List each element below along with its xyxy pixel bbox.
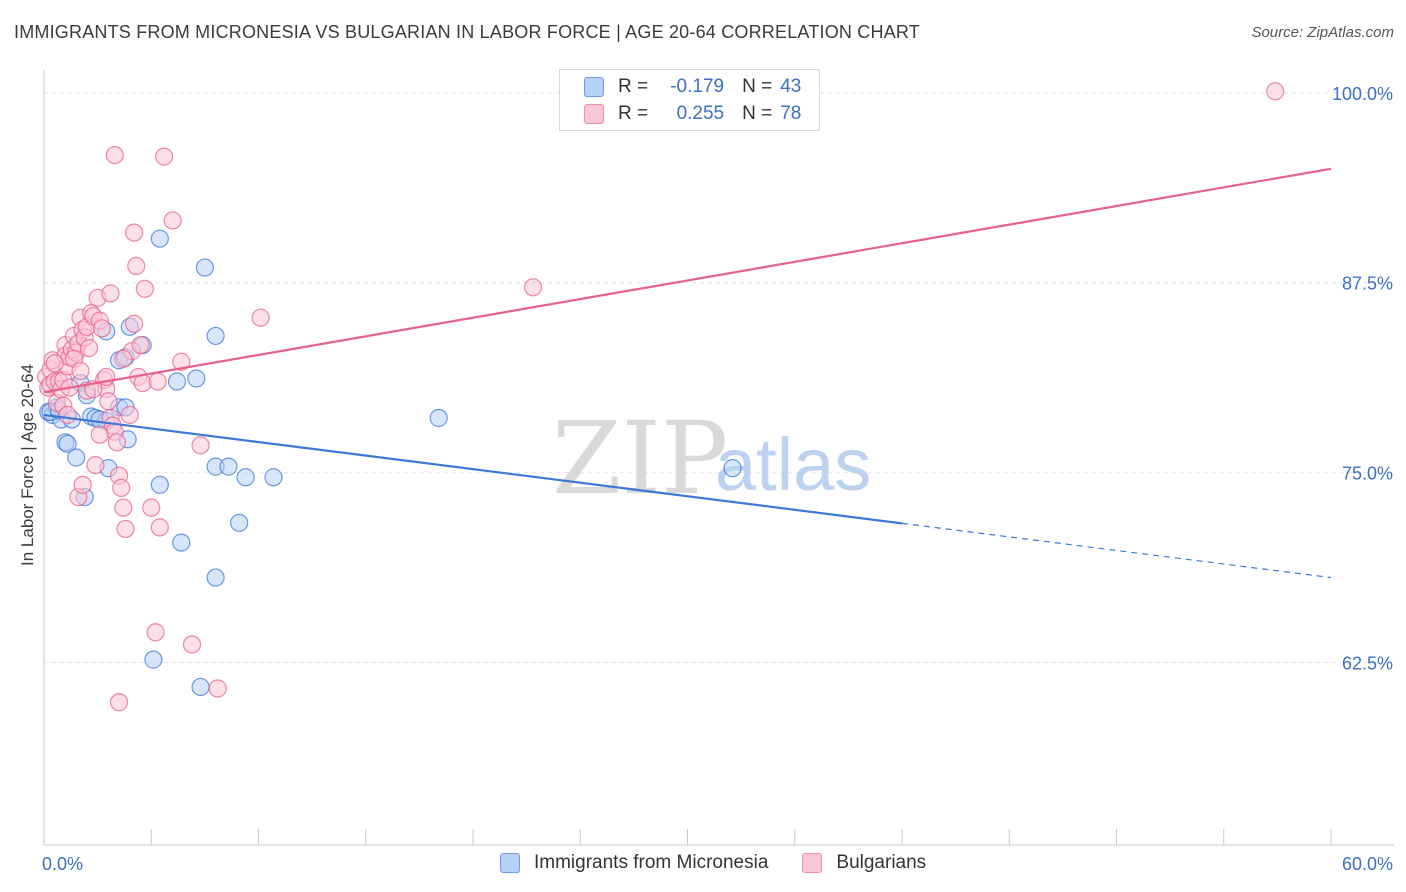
pink-swatch xyxy=(584,104,604,124)
bulgarian-point xyxy=(101,284,120,303)
micronesia-point xyxy=(191,677,210,697)
bulgarian-point xyxy=(146,623,165,642)
bulgarian-point xyxy=(114,498,133,517)
micronesia-point xyxy=(172,533,191,552)
bulgarian-point xyxy=(251,308,270,327)
legend-row-blue: R = -0.179 N = 43 xyxy=(584,75,801,99)
bulgarian-point xyxy=(58,405,77,425)
blue-swatch xyxy=(584,77,604,97)
bulgarian-point xyxy=(120,405,139,425)
bulgarian-point xyxy=(107,433,127,452)
micronesia-point xyxy=(236,468,255,487)
x-tick-label: 60.0% xyxy=(1342,854,1393,874)
y-tick-label: 100.0% xyxy=(1332,84,1393,104)
legend-label-bulgarians: Bulgarians xyxy=(836,852,927,873)
bulgarian-point xyxy=(109,693,129,712)
scatter-points xyxy=(37,82,1285,712)
micronesia-point xyxy=(195,258,214,277)
tick-labels: 100.0% 87.5% 75.0% 62.5% 0.0% 60.0% xyxy=(42,84,1393,874)
micronesia-point xyxy=(67,448,86,467)
y-tick-label: 75.0% xyxy=(1342,464,1393,484)
bulgarian-point xyxy=(163,211,182,230)
bulgarian-point xyxy=(523,278,543,297)
y-axis-label: In Labor Force | Age 20-64 xyxy=(18,364,37,566)
bulgarian-point xyxy=(45,354,64,373)
axes xyxy=(43,70,1394,846)
micronesia-point xyxy=(219,457,238,476)
bulgarian-point xyxy=(79,338,99,358)
y-tick-label: 62.5% xyxy=(1342,654,1393,674)
blue-swatch xyxy=(500,853,520,873)
blue-r-value: -0.179 xyxy=(670,76,725,97)
bulgarian-point xyxy=(71,361,90,380)
bulgarian-point xyxy=(1266,82,1285,101)
bulgarian-point xyxy=(135,279,154,298)
legend-item-bulgarians: Bulgarians xyxy=(802,852,926,874)
micronesia-trend-extrapolation xyxy=(901,522,1332,579)
bulgarian-point xyxy=(191,436,210,455)
micronesia-point xyxy=(150,475,169,494)
bulgarian-point xyxy=(112,478,131,497)
micronesia-point xyxy=(429,408,448,428)
bulgarian-point xyxy=(90,425,109,444)
bulgarian-point xyxy=(172,352,191,371)
bulgarian-point xyxy=(99,392,118,411)
bulgarian-point xyxy=(124,314,144,333)
micronesia-point xyxy=(206,326,225,346)
bulgarian-point xyxy=(116,519,135,539)
micronesia-point xyxy=(264,468,283,487)
micronesia-point xyxy=(230,513,249,532)
micronesia-point xyxy=(723,459,742,478)
legend-row-pink: R = 0.255 N = 78 xyxy=(584,102,801,126)
x-tick-label: 0.0% xyxy=(42,854,83,874)
bulgarian-point xyxy=(92,319,112,338)
bulgarian-point xyxy=(86,455,105,475)
bulgarian-point xyxy=(148,372,167,391)
bulgarian-point xyxy=(114,349,133,368)
n-label: N = xyxy=(742,103,773,124)
trend-lines xyxy=(43,167,1332,579)
legend-label-micronesia: Immigrants from Micronesia xyxy=(534,852,769,873)
bulgarian-point xyxy=(142,498,161,517)
micronesia-trend-line xyxy=(43,413,903,525)
blue-n-value: 43 xyxy=(780,76,802,97)
gridlines xyxy=(44,92,1394,664)
n-label: N = xyxy=(742,76,773,97)
bulgarian-point xyxy=(131,335,150,355)
bulgarian-point xyxy=(127,256,146,276)
bulgarian-point xyxy=(124,223,144,242)
series-legend: Immigrants from Micronesia Bulgarians xyxy=(500,852,960,874)
bulgarian-point xyxy=(155,147,174,166)
micronesia-point xyxy=(206,568,225,587)
micronesia-point xyxy=(167,372,187,391)
source-credit: Source: ZipAtlas.com xyxy=(1251,24,1394,41)
r-label: R = xyxy=(618,76,649,97)
watermark-zip: ZIP xyxy=(552,400,728,517)
micronesia-point xyxy=(150,229,169,248)
bulgarian-point xyxy=(73,475,92,494)
micronesia-point xyxy=(144,650,163,669)
legend-item-micronesia: Immigrants from Micronesia xyxy=(500,852,768,874)
watermark-atlas: atlas xyxy=(715,423,871,506)
chart-title: IMMIGRANTS FROM MICRONESIA VS BULGARIAN … xyxy=(14,22,920,42)
pink-n-value: 78 xyxy=(780,103,802,124)
r-label: R = xyxy=(618,103,649,124)
bulgarian-point xyxy=(208,679,227,698)
pink-swatch xyxy=(802,853,823,873)
bulgarian-point xyxy=(150,518,169,537)
pink-r-value: 0.255 xyxy=(676,103,725,124)
bulgarian-point xyxy=(105,145,124,165)
y-tick-label: 87.5% xyxy=(1342,274,1393,294)
micronesia-point xyxy=(58,434,77,453)
bulgarian-trend-line xyxy=(43,167,1332,394)
micronesia-point xyxy=(187,369,206,388)
bulgarian-point xyxy=(182,635,202,654)
correlation-legend: R = -0.179 N = 43 R = 0.255 N = 78 xyxy=(559,69,820,131)
